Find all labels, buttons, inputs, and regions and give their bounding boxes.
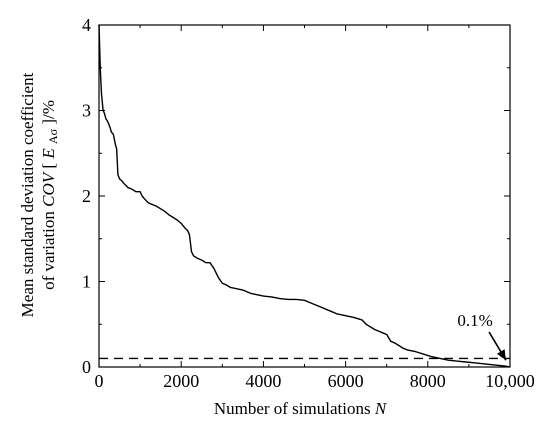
annotation-label: 0.1%	[457, 311, 492, 330]
x-label-text: Number of simulations	[214, 399, 371, 418]
y-tick-label: 3	[82, 101, 91, 121]
y-axis-label-line1: Mean standard deviation coefficient	[18, 72, 37, 317]
y-label-cov: COV	[39, 170, 58, 207]
x-tick-label: 6000	[328, 371, 364, 391]
x-tick-label: 4000	[245, 371, 281, 391]
x-tick-label: 2000	[163, 371, 199, 391]
x-tick-label: 10,000	[485, 371, 535, 391]
plot-frame	[98, 24, 511, 368]
y-label-e: E	[39, 148, 58, 160]
y-axis-label-line2: of variation COV [ E Aσ ]/%	[39, 100, 61, 290]
annotations: 0.1%	[457, 311, 507, 361]
x-axis-label: Number of simulations N	[214, 399, 388, 418]
cov-curve	[98, 24, 511, 368]
x-tick-label: 0	[95, 371, 104, 391]
axes	[98, 24, 511, 368]
plot-area	[98, 24, 511, 368]
y-label-open: [	[39, 163, 58, 169]
y-label-suffix: ]/%	[39, 100, 58, 125]
y-tick-label: 1	[82, 272, 91, 292]
x-label-var: N	[374, 399, 388, 418]
y-tick-label: 4	[82, 15, 91, 35]
y-tick-label: 0	[82, 357, 91, 377]
y-label-prefix: of variation	[39, 207, 58, 290]
y-tick-label: 2	[82, 186, 91, 206]
annotation-arrow-head	[496, 349, 506, 361]
x-tick-label: 8000	[410, 371, 446, 391]
y-label-subscript: Aσ	[46, 128, 60, 144]
y-axis-label: Mean standard deviation coefficient of v…	[18, 72, 61, 317]
ticks: 0 2000 4000 6000 8000 10,000 0 1 2 3 4	[82, 15, 535, 391]
